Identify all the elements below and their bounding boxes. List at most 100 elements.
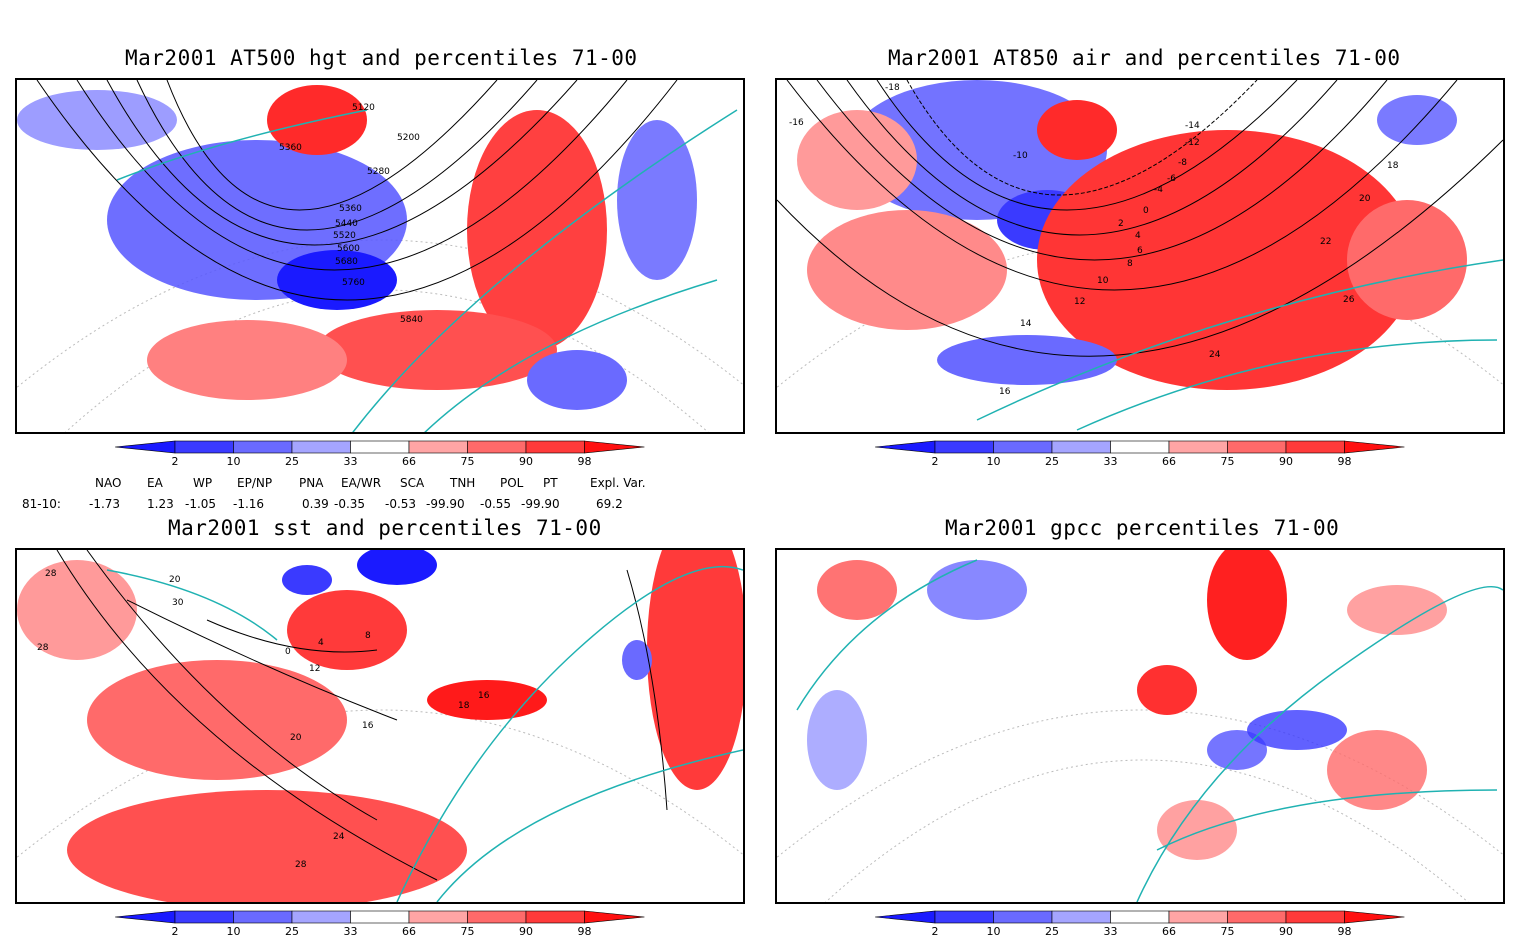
contour-label: 24 (1209, 350, 1221, 360)
contour-label: 16 (999, 387, 1011, 397)
colorbar-swatch (525, 440, 585, 454)
index-value: 1.23 (147, 497, 174, 511)
colorbar-tick-label: 90 (519, 455, 533, 468)
colorbar-tick-label: 98 (1338, 455, 1352, 468)
colorbar-tick-label: 90 (1279, 455, 1293, 468)
map-panel-sst: 28 28 20 30 0 4 8 12 16 20 24 28 18 16 (15, 548, 745, 904)
contour-label: 5200 (397, 133, 420, 143)
map-gpcc (777, 550, 1503, 902)
index-header: PNA (299, 476, 324, 490)
colorbar-tick-label: 75 (461, 925, 475, 938)
colorbar-tick-label: 10 (987, 925, 1001, 938)
index-header: EA/WR (341, 476, 382, 490)
colorbar-tick-label: 75 (1221, 455, 1235, 468)
contour-label: 4 (318, 638, 324, 648)
contour-label: 5440 (335, 219, 358, 229)
contour-label: 24 (333, 832, 345, 842)
index-header: NAO (95, 476, 122, 490)
colorbar-top-left: 2 10 25 33 66 75 90 98 (115, 440, 645, 468)
map-panel-air: -18 -16 -14 -12 -10 -8 -6 -4 0 2 4 6 8 1… (775, 78, 1505, 434)
contour-label: 18 (1387, 161, 1399, 171)
index-value: -1.16 (233, 497, 265, 511)
colorbar-tick-label: 25 (1045, 925, 1059, 938)
index-header: TNH (450, 476, 476, 490)
contour-label: 8 (1127, 259, 1133, 269)
contour-label: 2 (1118, 219, 1124, 229)
index-header: SCA (400, 476, 425, 490)
colorbar-tick-label: 98 (1338, 925, 1352, 938)
colorbar-arrow-low (875, 440, 936, 454)
index-header: EA (147, 476, 163, 490)
colorbar-arrow-low (115, 910, 176, 924)
colorbar-tick-label: 2 (932, 925, 939, 938)
colorbar-swatch (408, 440, 468, 454)
index-value: -1.73 (89, 497, 121, 511)
colorbar-tick-label: 2 (172, 455, 179, 468)
contour-label: 0 (1143, 206, 1149, 216)
colorbar-swatch (525, 910, 585, 924)
contour-label: 5360 (339, 204, 362, 214)
contour-label: 28 (45, 569, 57, 579)
contour-label: -4 (1154, 185, 1163, 195)
contour-label: -10 (1013, 151, 1028, 161)
index-header: PT (543, 476, 558, 490)
panel-title-air: Mar2001 AT850 air and percentiles 71-00 (888, 46, 1401, 70)
contour-label: 16 (478, 691, 490, 701)
colorbar-tick-label: 98 (578, 455, 592, 468)
index-header: POL (500, 476, 524, 490)
colorbar-swatch (934, 440, 994, 454)
colorbar-tick-label: 25 (285, 455, 299, 468)
air-contour-labels: -18 -16 -14 -12 -10 -8 -6 -4 0 2 4 6 8 1… (789, 83, 1399, 397)
colorbar-swatch (1227, 440, 1287, 454)
panel-title-gpcc: Mar2001 gpcc percentiles 71-00 (945, 516, 1340, 540)
index-header: EP/NP (237, 476, 273, 490)
colorbar-swatch (1051, 910, 1111, 924)
colorbar-swatch (1110, 440, 1170, 454)
contour-label: 5760 (342, 278, 365, 288)
contour-label: 12 (309, 664, 320, 674)
contour-label: 0 (285, 647, 291, 657)
map-air: -18 -16 -14 -12 -10 -8 -6 -4 0 2 4 6 8 1… (777, 80, 1503, 431)
contour-label: 16 (362, 721, 374, 731)
colorbar-swatch (291, 440, 351, 454)
contour-label: 22 (1320, 237, 1331, 247)
colorbar-arrow-low (875, 910, 936, 924)
contour-label: 10 (1097, 276, 1109, 286)
colorbar-tick-label: 33 (1104, 925, 1118, 938)
index-value: 0.39 (302, 497, 329, 511)
colorbar-swatch (934, 910, 994, 924)
panel-title-hgt: Mar2001 AT500 hgt and percentiles 71-00 (125, 46, 638, 70)
colorbar-tick-label: 90 (519, 925, 533, 938)
contour-label: 5280 (367, 167, 390, 177)
colorbar-swatch (993, 440, 1053, 454)
panel-title-sst: Mar2001 sst and percentiles 71-00 (168, 516, 602, 540)
colorbar-arrow-high (1344, 910, 1405, 924)
contour-label: 5600 (337, 244, 360, 254)
contour-label: 6 (1137, 246, 1143, 256)
contour-label: 18 (458, 701, 470, 711)
colorbar-tick-label: 2 (932, 455, 939, 468)
contour-label: 5680 (335, 257, 358, 267)
contour-label: 5120 (352, 103, 375, 113)
contour-label: -14 (1185, 121, 1200, 131)
map-hgt: 5120 5200 5360 5280 5360 5440 5520 5600 … (17, 80, 743, 432)
colorbar-tick-label: 33 (344, 925, 358, 938)
contour-label: 20 (169, 575, 181, 585)
colorbar-bottom-left: 2 10 25 33 66 75 90 98 (115, 910, 645, 938)
colorbar-swatch (993, 910, 1053, 924)
contour-label: -8 (1178, 158, 1187, 168)
colorbar-arrow-high (1344, 440, 1405, 454)
contour-label: 28 (37, 643, 49, 653)
colorbar-tick-label: 33 (344, 455, 358, 468)
index-value: -0.55 (480, 497, 512, 511)
colorbar-swatch (1110, 910, 1170, 924)
colorbar-swatch (233, 910, 293, 924)
index-value: -99.90 (426, 497, 465, 511)
contour-label: -6 (1167, 174, 1176, 184)
colorbar-tick-label: 75 (461, 455, 475, 468)
colorbar-tick-label: 66 (402, 925, 416, 938)
contour-label: 5520 (333, 231, 356, 241)
colorbar-swatch (1285, 440, 1345, 454)
contour-label: -12 (1185, 138, 1200, 148)
colorbar-tick-label: 10 (227, 455, 241, 468)
